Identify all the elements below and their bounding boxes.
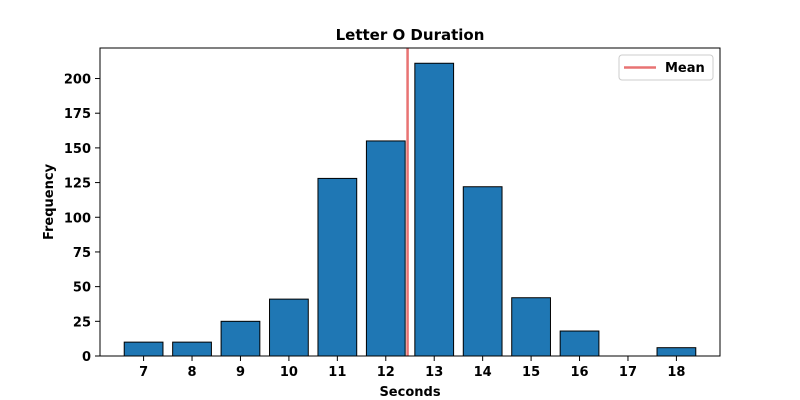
legend-mean-label: Mean: [665, 61, 705, 76]
bar-11: [317, 177, 358, 357]
legend-box: [618, 54, 714, 81]
x-tick-label-10: 10: [280, 365, 298, 380]
x-axis-title: Seconds: [379, 385, 440, 400]
y-tick-label-100: 100: [64, 211, 91, 226]
bar-13: [414, 62, 455, 357]
x-tick-label-17: 17: [619, 365, 637, 380]
bar-15: [511, 297, 551, 357]
x-tick-label-7: 7: [139, 365, 148, 380]
y-tick-label-75: 75: [73, 246, 91, 261]
plot-frame: [99, 47, 721, 357]
x-tick-label-11: 11: [328, 365, 346, 380]
bar-10: [269, 298, 309, 357]
bar-18: [656, 347, 697, 357]
bar-12: [365, 140, 406, 357]
bar-8: [172, 341, 212, 357]
y-tick-label-0: 0: [82, 350, 91, 365]
x-tick-label-16: 16: [570, 365, 588, 380]
x-tick-label-18: 18: [667, 365, 685, 380]
x-tick-label-8: 8: [188, 365, 197, 380]
y-tick-label-200: 200: [64, 73, 91, 88]
x-tick-label-15: 15: [522, 365, 540, 380]
x-axis: 7 8 9 10 11 12 13 14 15 16 17 18: [139, 356, 685, 380]
bar-7: [123, 341, 164, 357]
y-axis: 0 25 50 75 100 125 150 175 200: [64, 73, 100, 365]
y-tick-label-25: 25: [73, 315, 91, 330]
x-tick-label-13: 13: [425, 365, 443, 380]
y-tick-label-125: 125: [64, 177, 91, 192]
bars-layer: [123, 62, 697, 357]
bar-9: [220, 320, 261, 357]
chart-title: Letter O Duration: [336, 26, 485, 44]
legend: Mean: [618, 54, 714, 81]
y-tick-label-175: 175: [64, 107, 91, 122]
x-tick-label-9: 9: [236, 365, 245, 380]
bar-14: [462, 186, 503, 357]
x-tick-label-14: 14: [474, 365, 492, 380]
y-tick-label-150: 150: [64, 142, 91, 157]
bar-16: [559, 330, 600, 357]
x-tick-label-12: 12: [377, 365, 395, 380]
y-tick-label-50: 50: [73, 281, 91, 296]
y-axis-title: Frequency: [42, 163, 57, 240]
